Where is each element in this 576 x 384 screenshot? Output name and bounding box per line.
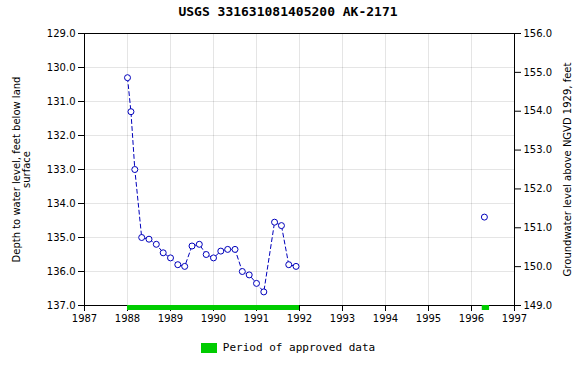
svg-text:149.0: 149.0 (524, 300, 553, 311)
svg-text:133.0: 133.0 (47, 164, 76, 175)
svg-text:1987: 1987 (72, 313, 97, 324)
svg-text:1990: 1990 (201, 313, 226, 324)
svg-text:151.0: 151.0 (524, 222, 553, 233)
svg-text:Depth to water level, feet bel: Depth to water level, feet below landsur… (11, 77, 32, 263)
svg-text:134.0: 134.0 (47, 198, 76, 209)
html-text:Period of approved data: Period of approved data (222, 341, 376, 354)
svg-text:1997: 1997 (502, 313, 527, 324)
svg-text:154.0: 154.0 (524, 105, 553, 116)
svg-text:135.0: 135.0 (47, 232, 76, 243)
svg-text:1996: 1996 (459, 313, 484, 324)
svg-text:136.0: 136.0 (47, 266, 76, 277)
html-text:USGS 331631081405200 AK-2171: USGS 331631081405200 AK-2171 (178, 4, 398, 19)
svg-text:150.0: 150.0 (524, 261, 553, 272)
svg-text:137.0: 137.0 (47, 300, 76, 311)
svg-text:1995: 1995 (416, 313, 441, 324)
svg-text:Groundwater level above NGVD 1: Groundwater level above NGVD 1929, feet (562, 63, 573, 277)
svg-text:130.0: 130.0 (47, 62, 76, 73)
svg-text:129.0: 129.0 (47, 28, 76, 39)
svg-text:1989: 1989 (158, 313, 183, 324)
svg-text:1993: 1993 (330, 313, 355, 324)
svg-text:1994: 1994 (373, 313, 398, 324)
svg-text:156.0: 156.0 (524, 28, 553, 39)
svg-text:1988: 1988 (115, 313, 140, 324)
svg-text:155.0: 155.0 (524, 67, 553, 78)
svg-text:131.0: 131.0 (47, 96, 76, 107)
svg-text:152.0: 152.0 (524, 183, 553, 194)
svg-text:1991: 1991 (244, 313, 269, 324)
svg-text:132.0: 132.0 (47, 130, 76, 141)
svg-text:1992: 1992 (287, 313, 312, 324)
svg-text:153.0: 153.0 (524, 144, 553, 155)
